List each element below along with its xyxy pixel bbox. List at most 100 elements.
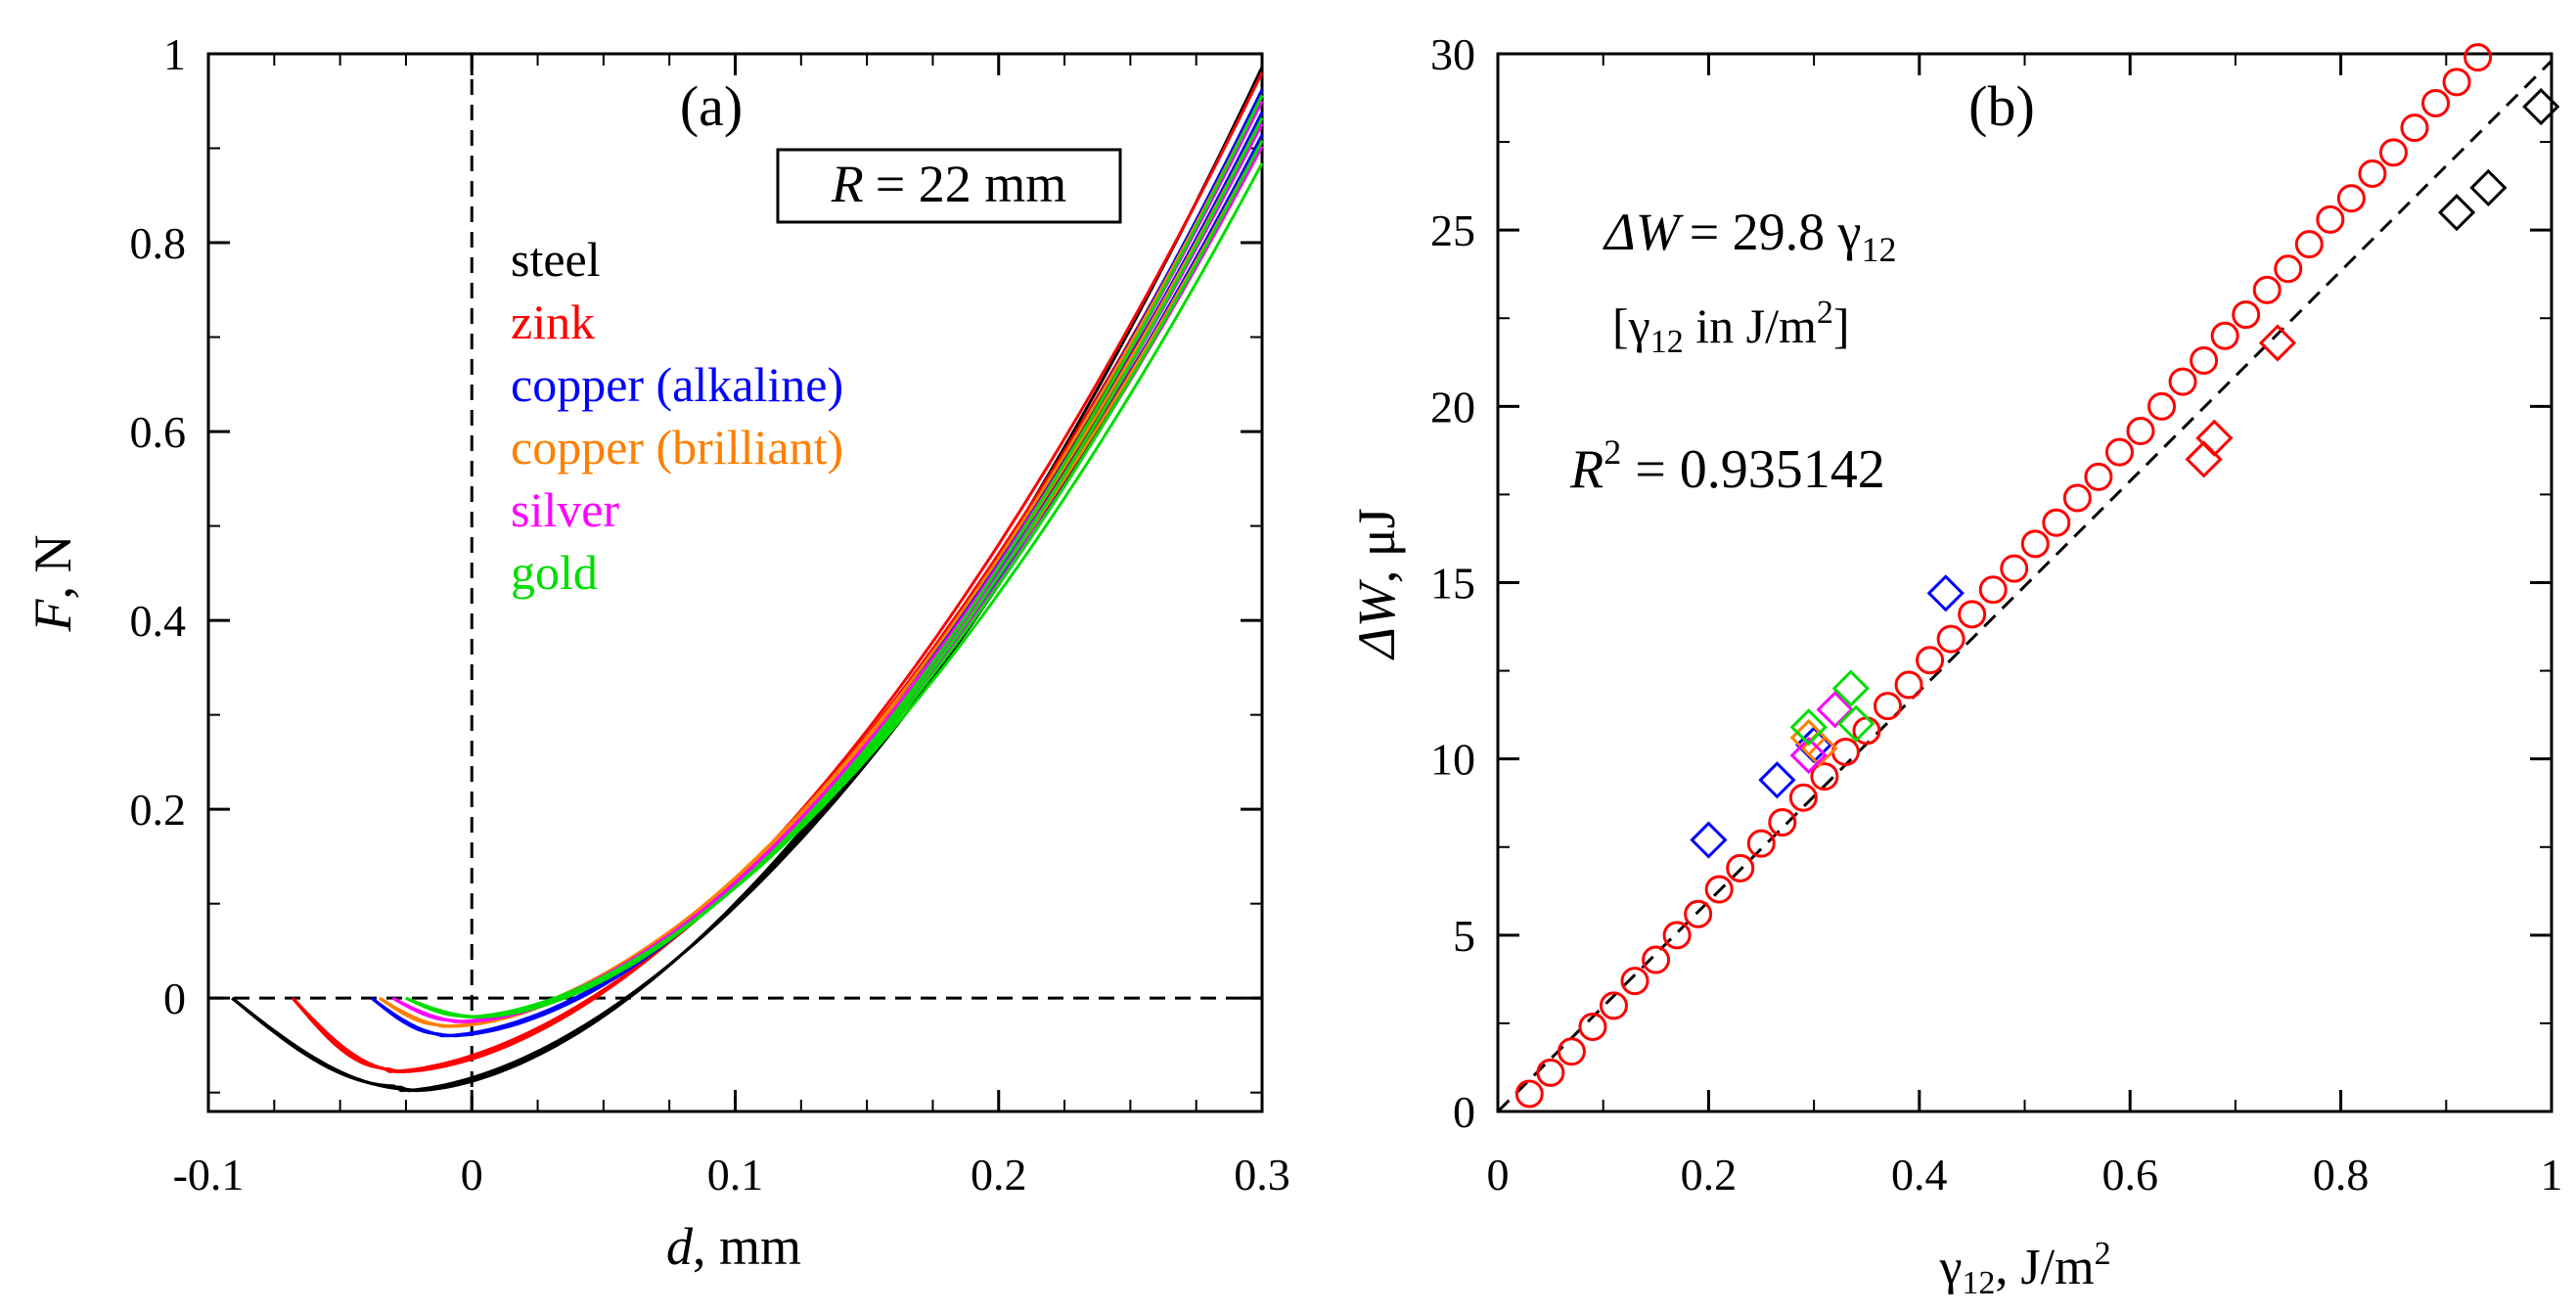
panel-b-label: (b) xyxy=(1968,74,2035,138)
x-axis-label-b: γ12, J/m2 xyxy=(1938,1236,2110,1301)
data-point-gold xyxy=(1837,704,1876,743)
data-point-steel xyxy=(2437,194,2476,232)
x-tick-label: 0.8 xyxy=(2313,1150,2370,1200)
y-tick-label: 0.6 xyxy=(130,407,187,457)
model-point xyxy=(1620,967,1650,996)
y-tick-label: 1 xyxy=(163,29,186,79)
y-axis-label-b: ΔW, μJ xyxy=(1347,508,1406,660)
force-curve-steel xyxy=(231,89,1264,1093)
y-tick-label: 0 xyxy=(1453,1087,1475,1137)
model-point xyxy=(1514,1079,1544,1109)
model-point xyxy=(2062,483,2092,513)
y-tick-label: 0.2 xyxy=(130,785,187,835)
model-point xyxy=(1684,899,1713,928)
r-squared: R2 = 0.935142 xyxy=(1569,432,1885,500)
model-point xyxy=(2147,391,2177,421)
model-point xyxy=(1662,921,1692,950)
model-point xyxy=(2168,367,2197,396)
data-point-zink xyxy=(2195,419,2234,457)
x-tick-label: 0.3 xyxy=(1234,1150,1290,1200)
y-tick-label: 5 xyxy=(1453,911,1475,961)
force-curve-copper-alkaline- xyxy=(371,89,1264,1038)
model-point xyxy=(2400,113,2429,143)
model-point xyxy=(2421,88,2451,117)
legend-item: gold xyxy=(511,545,598,600)
model-point xyxy=(2336,184,2366,213)
fit-equation: ΔW = 29.8 γ12 xyxy=(1603,203,1897,269)
panel-a: -0.1 0 0.1 0.2 0.3 0 0.2 0.4 0.6 0.8 1 (a) R = 22 m… xyxy=(23,29,1290,1276)
data-point-steel xyxy=(2469,168,2508,207)
model-point xyxy=(1726,853,1755,883)
x-tick-label: 0.2 xyxy=(971,1150,1027,1200)
model-point xyxy=(1704,875,1734,904)
x-tick-label: 0.2 xyxy=(1681,1150,1738,1200)
data-point-silver xyxy=(1816,691,1854,729)
x-tick-label: 0 xyxy=(1487,1150,1510,1200)
y-tick-label: 25 xyxy=(1430,205,1475,255)
y-tick-label: 0.4 xyxy=(130,596,187,646)
model-point xyxy=(1936,624,1966,654)
model-point xyxy=(1978,575,2008,605)
y-tick-label: 30 xyxy=(1430,29,1475,79)
model-point xyxy=(2316,204,2345,234)
model-point xyxy=(1578,1013,1607,1042)
data-point-gold xyxy=(1789,708,1828,747)
data-point-zink xyxy=(2258,324,2297,362)
x-tick-label: 0.6 xyxy=(2101,1150,2158,1200)
force-curve-copper-alkaline- xyxy=(370,112,1264,1038)
model-point xyxy=(2442,68,2471,97)
units-note: [γ12 in J/m2] xyxy=(1612,294,1850,360)
data-point-copper-alkaline- xyxy=(1758,761,1796,799)
legend-item: silver xyxy=(511,482,619,537)
y-tick-label: 0 xyxy=(163,973,186,1023)
x-tick-label: -0.1 xyxy=(173,1150,245,1200)
model-point xyxy=(1599,991,1628,1020)
legend-item: copper (alkaline) xyxy=(511,357,843,412)
x-tick-label: 0.1 xyxy=(707,1150,764,1200)
model-point xyxy=(1746,829,1776,858)
model-point xyxy=(2104,437,2134,467)
force-curve-zink xyxy=(292,140,1264,1073)
force-curve-zink xyxy=(292,94,1264,1074)
legend-item: zink xyxy=(511,294,595,349)
panel-a-label: (a) xyxy=(680,74,743,138)
force-curve-steel xyxy=(231,66,1264,1093)
model-point xyxy=(2126,417,2155,446)
force-curve-zink xyxy=(292,116,1264,1073)
data-point-gold xyxy=(1831,669,1870,707)
force-curve-steel xyxy=(231,134,1264,1093)
model-point xyxy=(2463,43,2493,72)
model-point xyxy=(1536,1058,1565,1087)
data-point-zink xyxy=(2185,440,2223,478)
x-tick-label: 1 xyxy=(2541,1150,2563,1200)
model-point xyxy=(1642,945,1671,974)
data-point-copper-alkaline- xyxy=(1926,574,1965,612)
model-point xyxy=(1830,737,1860,766)
y-tick-label: 10 xyxy=(1430,735,1475,785)
x-tick-label: 0.4 xyxy=(1891,1150,1948,1200)
model-point xyxy=(1788,783,1818,812)
legend: steel zink copper (alkaline) copper (brilli… xyxy=(511,232,843,600)
data-point-silver xyxy=(1789,736,1828,775)
x-axis-label-a: d, mm xyxy=(666,1217,801,1276)
force-curve-gold xyxy=(405,94,1264,1019)
legend-item: steel xyxy=(511,232,601,287)
y-tick-label: 20 xyxy=(1430,382,1475,431)
y-tick-label: 0.8 xyxy=(130,218,187,268)
model-point xyxy=(1810,762,1839,792)
radius-annotation: R = 22 mm xyxy=(831,155,1066,213)
model-point xyxy=(2294,230,2324,259)
data-point-copper-alkaline- xyxy=(1690,821,1728,859)
model-point xyxy=(2232,300,2261,330)
model-point xyxy=(2274,254,2303,284)
model-point xyxy=(2084,462,2113,491)
model-point xyxy=(2252,275,2282,304)
model-point xyxy=(2358,159,2387,189)
force-curve-steel xyxy=(231,112,1264,1093)
force-curve-copper-alkaline- xyxy=(370,134,1264,1038)
data-point-steel xyxy=(2522,87,2560,126)
model-point xyxy=(1894,670,1923,700)
model-point xyxy=(2000,554,2029,583)
y-axis-label-a: F, N xyxy=(23,535,82,633)
